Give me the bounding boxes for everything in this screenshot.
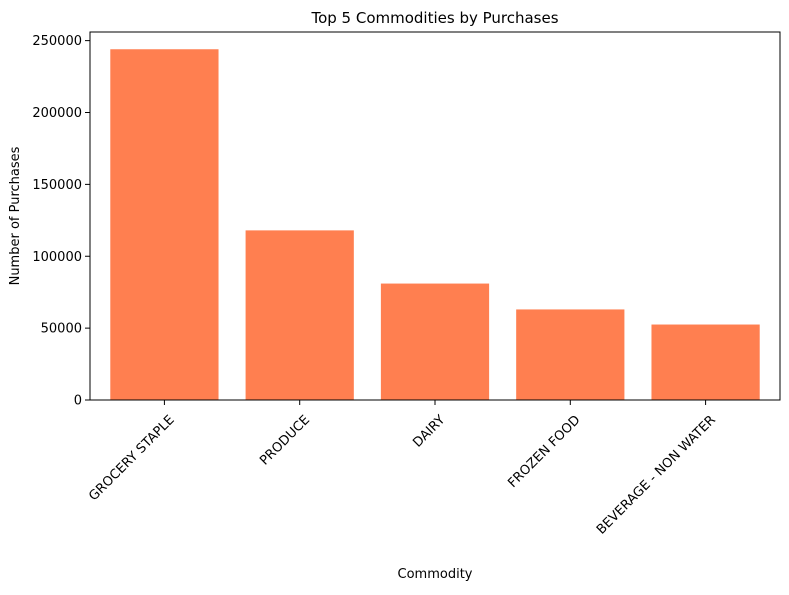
bars-group xyxy=(110,49,760,400)
bar-dairy xyxy=(380,283,490,400)
y-tick-label: 50000 xyxy=(41,322,82,337)
bar-beverage-non-water xyxy=(651,324,760,400)
y-tick-label: 0 xyxy=(74,394,82,409)
x-tick-label: BEVERAGE - NON WATER xyxy=(594,413,719,538)
y-axis-title: Number of Purchases xyxy=(8,146,23,285)
y-tick-label: 150000 xyxy=(32,178,82,193)
x-axis-title: Commodity xyxy=(398,567,473,582)
y-tick-label: 250000 xyxy=(32,34,82,49)
y-tick-label: 200000 xyxy=(32,106,82,121)
x-axis: GROCERY STAPLE PRODUCE DAIRY FROZEN FOOD BEV… xyxy=(86,400,719,538)
plot-frame xyxy=(89,31,781,401)
bar-frozen-food xyxy=(516,309,625,400)
y-tick-label: 100000 xyxy=(32,250,82,265)
x-tick-label: PRODUCE xyxy=(257,413,313,469)
chart-title: Top 5 Commodities by Purchases xyxy=(310,9,558,27)
bar-grocery-staple xyxy=(110,49,219,400)
x-tick-label: GROCERY STAPLE xyxy=(86,413,177,504)
x-tick-label: DAIRY xyxy=(410,413,448,451)
x-tick-label: FROZEN FOOD xyxy=(505,413,583,491)
bar-produce xyxy=(245,230,354,400)
y-axis: 0 50000 100000 150000 200000 250000 xyxy=(32,34,90,409)
